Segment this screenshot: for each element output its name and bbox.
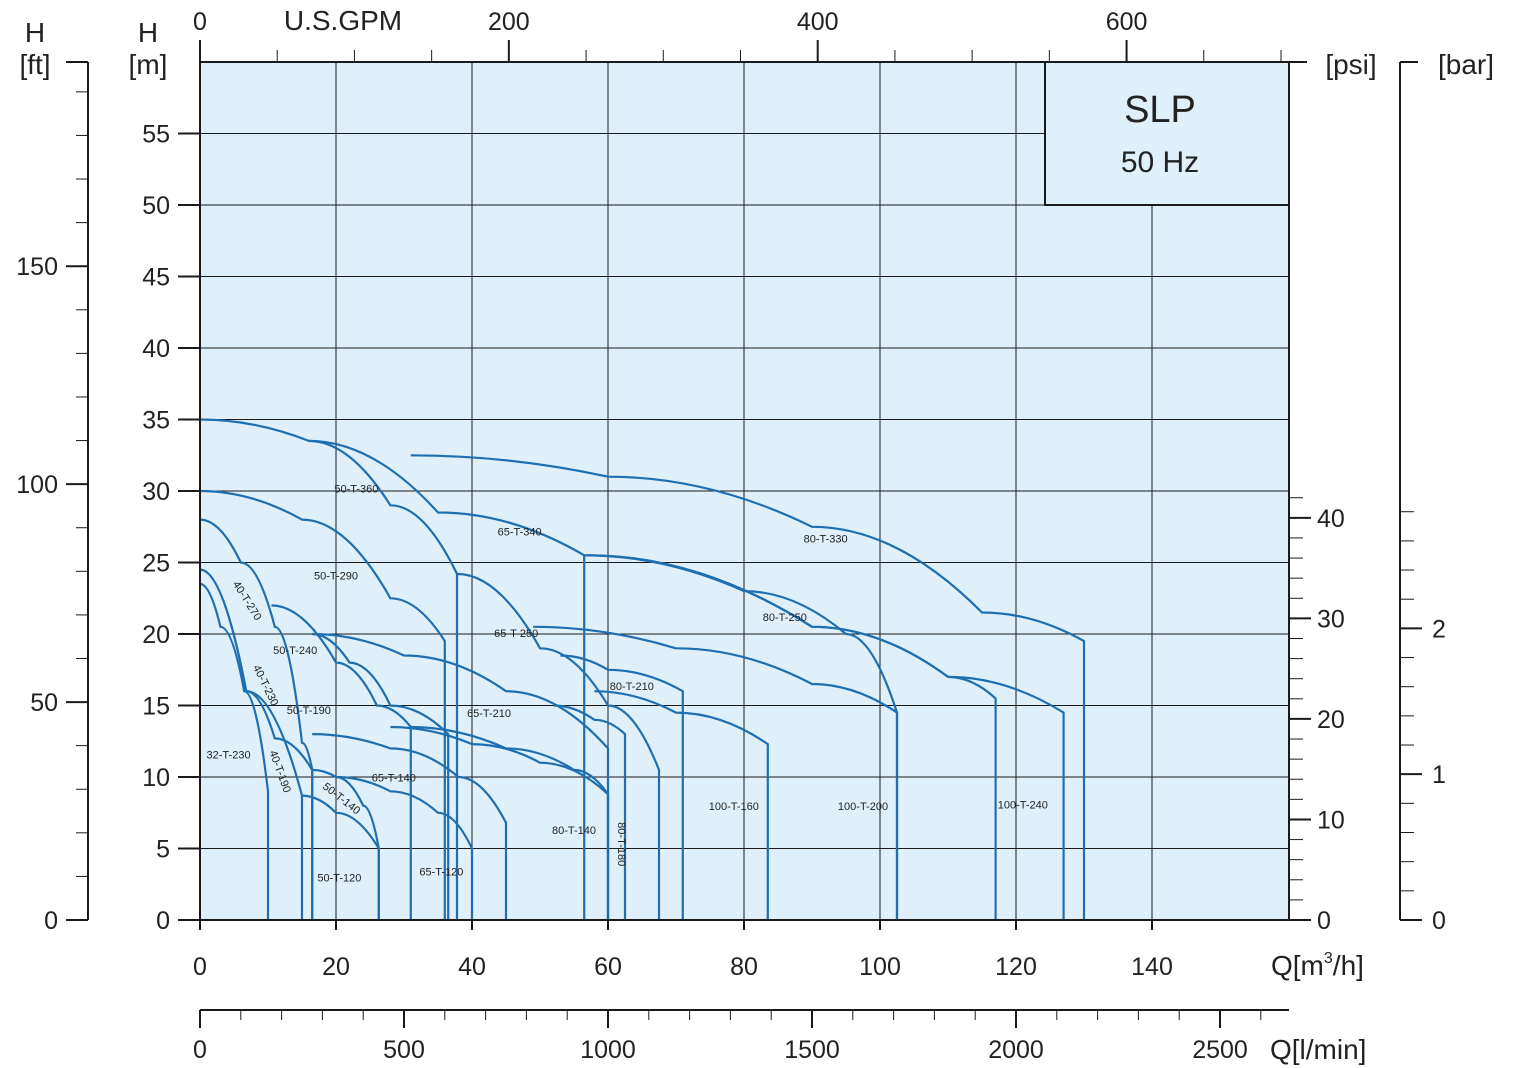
y-bar-tick-label: 2 [1432, 615, 1446, 643]
curve-label-65-T-250: 65-T-250 [494, 628, 538, 640]
curve-50-T-360 [199, 418, 459, 920]
y-psi-tick-label: 10 [1317, 806, 1345, 834]
x-lmin-tick-label: 1000 [580, 1036, 636, 1064]
x-gpm-tick-label: 400 [797, 8, 839, 36]
axes: 0510152025303540455055050100150010203040… [16, 8, 1446, 1064]
y-ft-tick-label: 150 [16, 253, 58, 281]
curve-100-T-200 [533, 625, 899, 920]
curve-65-T-340 [308, 439, 586, 920]
y-psi-tick-label: 40 [1317, 505, 1345, 533]
y-m-tick-label: 45 [142, 264, 170, 292]
chart-subtitle: 50 Hz [1121, 146, 1199, 179]
x-lmin-tick-label: 2000 [988, 1036, 1044, 1064]
curve-100-T-160 [594, 690, 769, 920]
lmin-axis-label: Q[l/min] [1270, 1034, 1366, 1065]
curve-label-100-T-240: 100-T-240 [998, 799, 1048, 811]
y-m-tick-label: 25 [142, 550, 170, 578]
curve-label-50-T-120: 50-T-120 [317, 872, 361, 884]
x-tick-label: 120 [995, 953, 1037, 981]
curve-label-65-T-210: 65-T-210 [467, 708, 511, 720]
curve-label-80-T-330: 80-T-330 [804, 533, 848, 545]
y-m-tick-label: 10 [142, 764, 170, 792]
curve-80-T-140 [410, 725, 610, 920]
y-bar-tick-label: 1 [1432, 761, 1446, 789]
curve-65-T-120 [335, 775, 474, 920]
curve-50-T-290 [199, 489, 446, 920]
left-m-axis-label: H [138, 17, 158, 48]
curve-65-T-250 [312, 632, 610, 920]
x-tick-label: 0 [193, 953, 207, 981]
y-psi-tick-label: 20 [1317, 706, 1345, 734]
bar-axis-unit: [bar] [1438, 49, 1494, 80]
curve-label-100-T-200: 100-T-200 [838, 801, 888, 813]
x-tick-label: 60 [594, 953, 622, 981]
curve-label-80-T-250: 80-T-250 [763, 612, 807, 624]
curve-65-T-250-ext [456, 572, 661, 920]
y-m-tick-label: 50 [142, 192, 170, 220]
x-gpm-tick-label: 600 [1106, 8, 1148, 36]
performance-curves [199, 418, 1086, 920]
curve-65-T-140 [312, 733, 508, 920]
x-tick-label: 140 [1131, 953, 1173, 981]
psi-axis-unit: [psi] [1325, 49, 1376, 80]
x-gpm-tick-label: 200 [488, 8, 530, 36]
y-m-tick-label: 40 [142, 335, 170, 363]
y-psi-tick-label: 30 [1317, 605, 1345, 633]
y-m-tick-label: 35 [142, 407, 170, 435]
curve-label-50-T-360: 50-T-360 [334, 483, 378, 495]
x-lmin-tick-label: 2500 [1192, 1036, 1248, 1064]
x-tick-label: 100 [859, 953, 901, 981]
gpm-axis-label: U.S.GPM [284, 5, 402, 36]
curve-label-80-T-140: 80-T-140 [552, 825, 596, 837]
curve-label-32-T-230: 32-T-230 [207, 749, 251, 761]
left-m-axis-unit: [m] [129, 49, 168, 80]
y-m-tick-label: 55 [142, 121, 170, 149]
y-m-tick-label: 5 [156, 836, 170, 864]
curve-label-50-T-240: 50-T-240 [273, 645, 317, 657]
x-lmin-tick-label: 500 [383, 1036, 425, 1064]
x-lmin-tick-label: 1500 [784, 1036, 840, 1064]
curve-label-80-T-210: 80-T-210 [610, 681, 654, 693]
y-ft-tick-label: 100 [16, 471, 58, 499]
y-psi-tick-label: 0 [1317, 907, 1331, 935]
curve-80-T-210 [560, 654, 684, 920]
curve-label-50-T-190: 50-T-190 [287, 705, 331, 717]
x-gpm-tick-label: 0 [193, 8, 207, 36]
x-lmin-tick-label: 0 [193, 1036, 207, 1064]
curve-40-T-230 [199, 568, 314, 920]
curve-label-80-T-180: 80-T-180 [615, 822, 627, 866]
chart-badge [1044, 61, 1290, 206]
curve-80-T-330 [410, 454, 1086, 920]
y-m-tick-label: 20 [142, 621, 170, 649]
curve-32-T-230 [199, 582, 270, 920]
curve-50-T-190 [271, 604, 412, 920]
left-ft-axis-unit: [ft] [19, 49, 50, 80]
curve-labels: 50-T-360 50-T-290 50-T-240 50-T-190 32-T-230… [207, 483, 1048, 884]
x-tick-label: 80 [730, 953, 758, 981]
curve-50-T-240 [312, 632, 450, 920]
curve-100-T-330 [587, 554, 1065, 920]
curve-label-65-T-340: 65-T-340 [498, 526, 542, 538]
y-ft-tick-label: 0 [44, 907, 58, 935]
curve-label-100-T-160: 100-T-160 [709, 801, 759, 813]
y-m-tick-label: 30 [142, 478, 170, 506]
curve-50-T-140 [312, 768, 380, 920]
x-tick-label: 40 [458, 953, 486, 981]
curve-label-65-T-120: 65-T-120 [419, 867, 463, 879]
y-ft-tick-label: 50 [30, 689, 58, 717]
curve-80-T-180 [553, 704, 627, 920]
curve-label-65-T-140: 65-T-140 [372, 772, 416, 784]
curve-label-50-T-290: 50-T-290 [314, 571, 358, 583]
y-m-tick-label: 15 [142, 693, 170, 721]
y-m-tick-label: 0 [156, 907, 170, 935]
chart-title: SLP [1124, 89, 1196, 131]
curve-40-T-270 [199, 518, 314, 920]
x-tick-label: 20 [322, 953, 350, 981]
x-axis-label: Q[m3/h] [1271, 950, 1364, 981]
y-bar-tick-label: 0 [1432, 907, 1446, 935]
left-ft-axis-label: H [25, 17, 45, 48]
curve-50-T-120 [301, 794, 380, 920]
